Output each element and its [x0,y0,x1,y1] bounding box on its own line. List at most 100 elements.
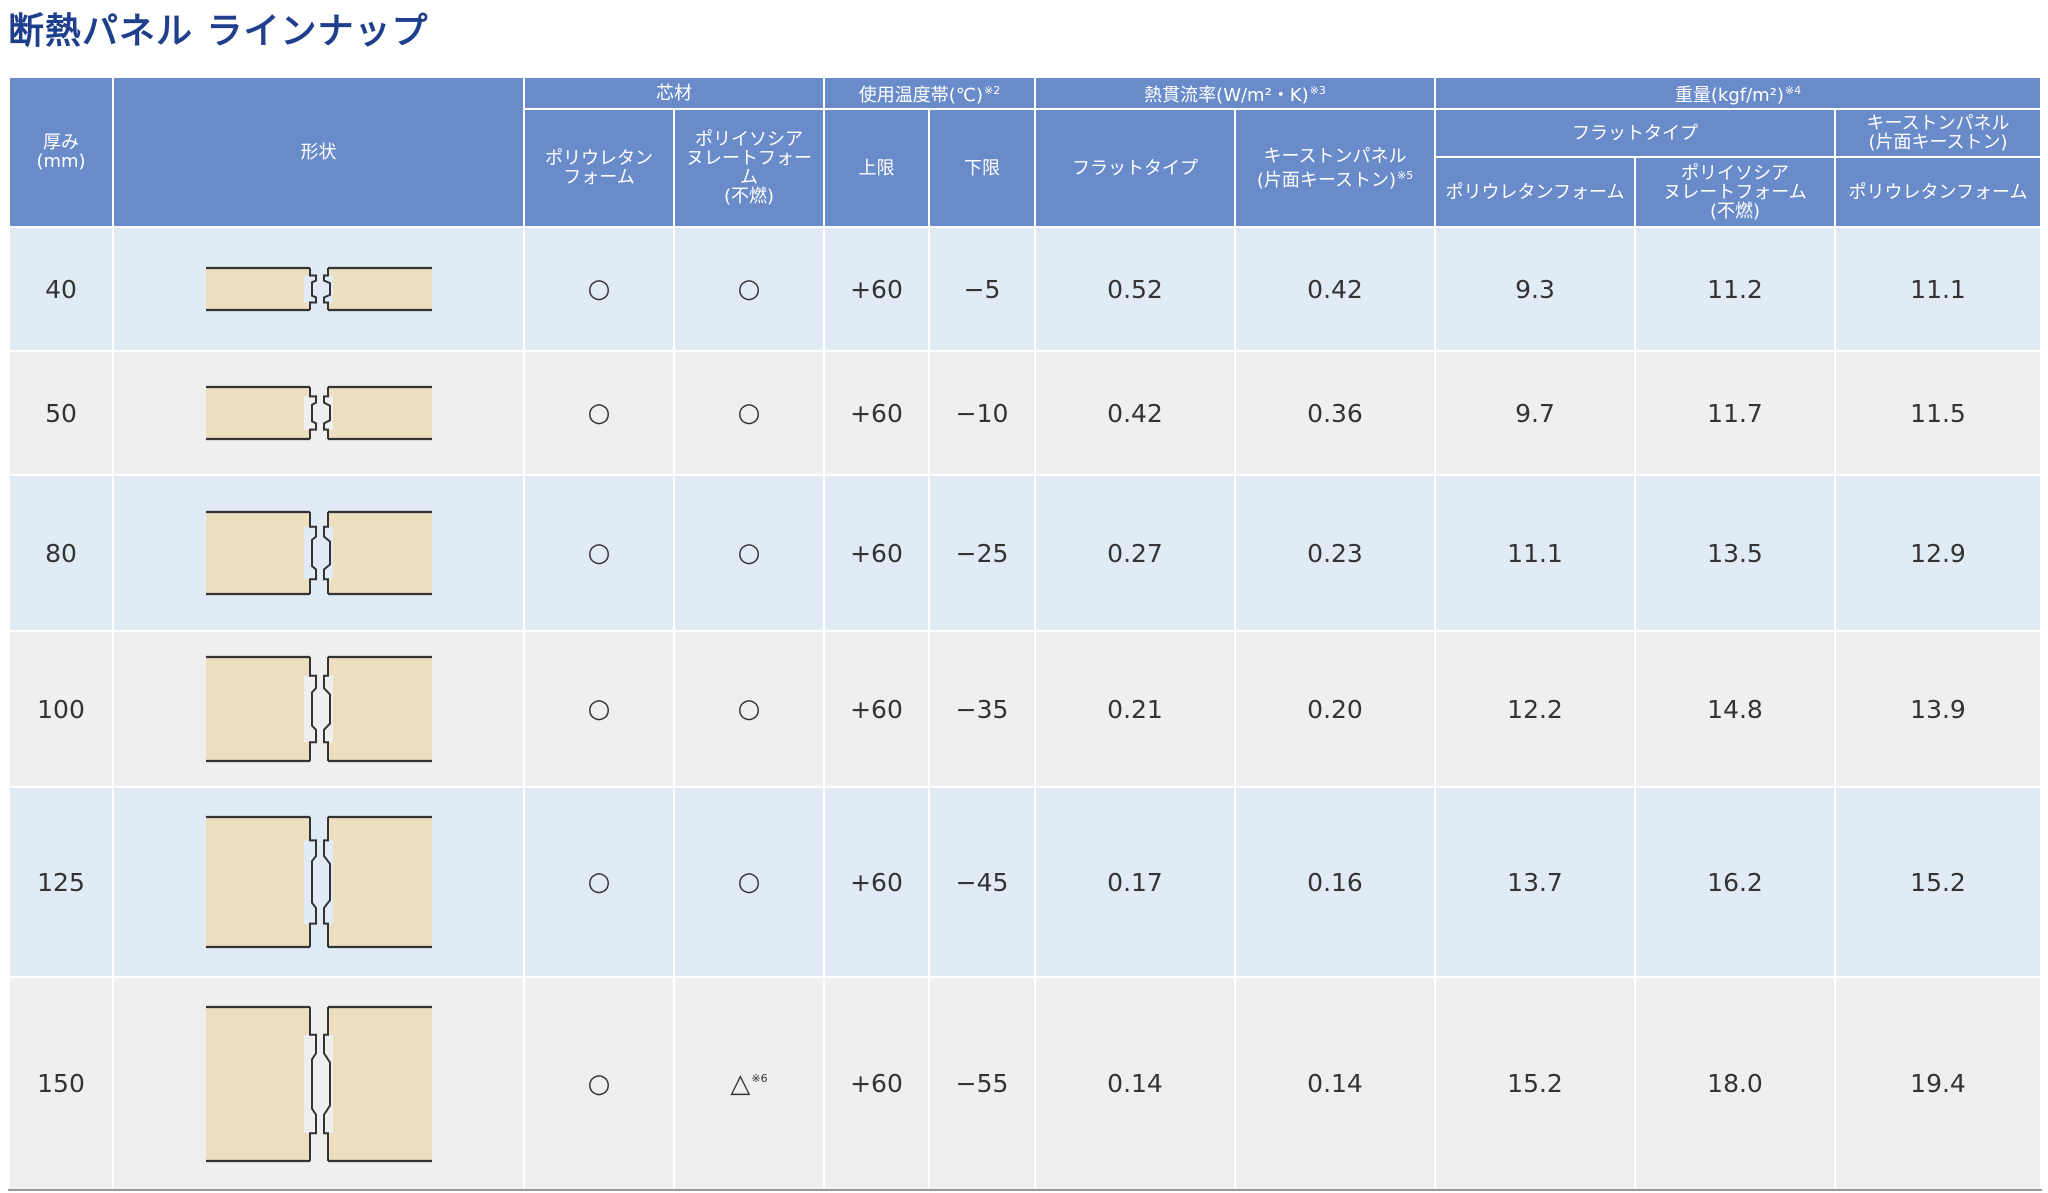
cell-heat-flat: 0.17 [1034,786,1237,978]
availability-mark: ○ [737,398,761,428]
table-row: 150 ○ △※6 +60 −55 0.14 0.14 15.2 18.0 19.4 [8,976,2043,1191]
availability-mark: ○ [587,538,611,568]
cell-value: 0.17 [1107,867,1163,897]
cell-value: 0.27 [1107,538,1163,568]
cell-core-polyurethane: ○ [523,630,675,788]
cell-heat-keystone: 0.20 [1234,630,1437,788]
cell-temp-lower: −55 [927,976,1037,1191]
cell-thickness: 50 [8,350,114,476]
cell-value: 12.9 [1910,538,1966,568]
availability-mark: ○ [737,694,761,724]
left-panel [205,657,310,761]
cell-value: 15.2 [1910,867,1966,897]
cell-core-polyisocyanurate: △※6 [673,976,825,1191]
header-heat-transmission: 熱貫流率(W/m²・K)※3 [1034,76,1437,110]
left-joint-profile [308,387,317,439]
cell-weight-keystone-polyurethane: 15.2 [1834,786,2043,978]
cell-value: −35 [955,694,1009,724]
cell-value: 0.21 [1107,694,1163,724]
right-joint-profile [322,512,331,594]
cell-heat-keystone: 0.36 [1234,350,1437,476]
header-heat-keystone: キーストンパネル (片面キーストン)※5 [1234,108,1437,228]
cell-thickness: 40 [8,226,114,352]
note-mark: ※3 [1309,84,1326,97]
header-shape: 形状 [112,76,525,228]
cell-value: 19.4 [1910,1069,1966,1098]
cell-weight-keystone-polyurethane: 19.4 [1834,976,2043,1191]
cell-value: 11.7 [1707,398,1763,428]
table-row: 80 ○ ○ +60 −25 0.27 0.23 11.1 13.5 12.9 [8,474,2043,632]
cell-value: 11.1 [1910,274,1966,304]
cell-temp-upper: +60 [823,630,930,788]
cell-value: −25 [955,538,1009,568]
cell-temp-lower: −5 [927,226,1037,352]
availability-mark: ○ [587,694,611,724]
left-panel [205,268,310,310]
cell-value: 15.2 [1507,1069,1563,1098]
right-panel [327,817,432,947]
note-mark: ※4 [1784,84,1802,97]
cell-core-polyisocyanurate: ○ [673,350,825,476]
cell-value: +60 [850,274,903,304]
availability-mark: △ [730,1068,751,1099]
panel-joint-diagram [205,815,432,949]
note-mark: ※5 [1396,168,1414,182]
panel-joint-diagram [205,655,432,763]
cell-value: 9.7 [1515,398,1555,428]
cell-weight-flat-polyurethane: 12.2 [1434,630,1637,788]
panel-joint-diagram [205,266,432,312]
cell-value: 13.9 [1910,694,1966,724]
table-row: 100 ○ ○ +60 −35 0.21 0.20 12.2 14.8 13.9 [8,630,2043,788]
cell-value: 14.8 [1707,694,1763,724]
cell-value: 0.16 [1307,867,1363,897]
cell-thickness: 125 [8,786,114,978]
left-joint-profile [308,817,317,947]
header-weight-keystone: キーストンパネル (片面キーストン) [1834,108,2043,158]
cell-shape [112,976,525,1191]
left-joint-profile [308,1006,317,1161]
header-weight: 重量(kgf/m²)※4 [1434,76,2043,110]
cell-shape [112,474,525,632]
cell-heat-flat: 0.14 [1034,976,1237,1191]
cell-core-polyisocyanurate: ○ [673,630,825,788]
cell-heat-keystone: 0.16 [1234,786,1437,978]
cell-heat-flat: 0.21 [1034,630,1237,788]
cell-core-polyurethane: ○ [523,976,675,1191]
cell-value: +60 [850,867,903,897]
cell-core-polyurethane: ○ [523,474,675,632]
availability-mark: ○ [587,1068,611,1099]
cell-value: −5 [963,274,1001,304]
cell-value: +60 [850,1069,903,1098]
cell-heat-flat: 0.42 [1034,350,1237,476]
cell-temp-upper: +60 [823,786,930,978]
table-header: 厚み (mm) 形状 芯材 使用温度帯(℃)※2 熱貫流率(W/m²・K)※3 … [8,76,2043,228]
note-mark: ※6 [751,1072,768,1086]
cell-value: 0.14 [1307,1069,1363,1098]
cell-heat-flat: 0.27 [1034,474,1237,632]
header-temperature: 使用温度帯(℃)※2 [822,76,1037,110]
cell-heat-keystone: 0.23 [1234,474,1437,632]
cell-heat-flat: 0.52 [1034,226,1237,352]
cell-value: 0.23 [1307,538,1363,568]
cell-value: 150 [37,1069,85,1098]
cell-weight-keystone-polyurethane: 11.5 [1834,350,2043,476]
right-joint-profile [322,817,331,947]
cell-value: 80 [45,538,77,568]
panel-joint-diagram [205,385,432,441]
cell-shape [112,786,525,978]
table-row: 50 ○ ○ +60 −10 0.42 0.36 9.7 11.7 11.5 [8,350,2043,476]
cell-temp-upper: +60 [823,976,930,1191]
cell-weight-keystone-polyurethane: 11.1 [1834,226,2043,352]
left-panel [205,817,310,947]
left-joint-profile [308,512,317,594]
cell-core-polyisocyanurate: ○ [673,474,825,632]
cell-value: 0.14 [1107,1069,1163,1098]
cell-weight-flat-polyisocyanurate: 11.2 [1634,226,1837,352]
cell-value: −55 [955,1069,1009,1098]
left-panel [205,387,310,439]
cell-value: 40 [45,274,77,304]
cell-value: 12.2 [1507,694,1563,724]
cell-core-polyisocyanurate: ○ [673,226,825,352]
cell-value: 16.2 [1707,867,1763,897]
right-panel [327,387,432,439]
